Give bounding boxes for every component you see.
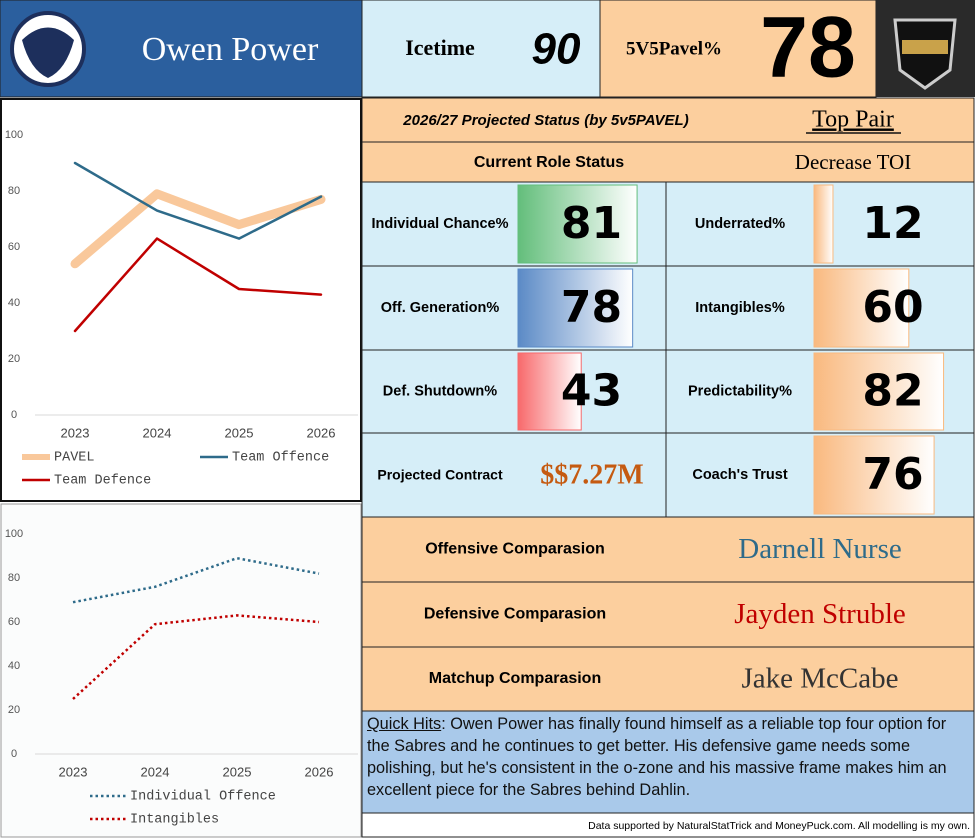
- y-tick-label: 20: [8, 704, 20, 716]
- contract-label: Projected Contract: [377, 467, 503, 483]
- metric-cell: [361, 432, 667, 518]
- y-tick-label: 0: [11, 409, 17, 421]
- metric-value: 78: [561, 282, 622, 333]
- projected-status: Top Pair: [812, 107, 894, 133]
- icetime-label: Icetime: [405, 35, 475, 60]
- team-logo-mark: [22, 27, 74, 78]
- metric-bar: [517, 352, 582, 431]
- role-row: [361, 141, 975, 183]
- projected-label: 2026/27 Projected Status (by 5v5PAVEL): [402, 112, 688, 129]
- x-tick-label: 2026: [305, 764, 334, 779]
- comparison-label: Defensive Comparasion: [424, 606, 606, 623]
- quick-hits-panel: [361, 710, 975, 814]
- y-tick-label: 40: [8, 660, 20, 672]
- metric-label: Def. Shutdown%: [383, 383, 497, 399]
- legend-label: Team Offence: [232, 451, 329, 466]
- y-tick-label: 60: [8, 241, 20, 253]
- y-tick-label: 100: [5, 528, 23, 540]
- metric-label: Underrated%: [695, 216, 785, 232]
- chart-panel: [0, 98, 362, 502]
- y-tick-label: 0: [11, 748, 17, 760]
- series-line: [73, 237, 323, 333]
- metric-label: Individual Chance%: [372, 216, 509, 232]
- legend-label: Individual Offence: [130, 790, 276, 805]
- metric-bar: [517, 184, 638, 264]
- comparison-player: Jake McCabe: [741, 663, 898, 695]
- series-line: [73, 161, 323, 240]
- icetime-value: 90: [532, 25, 581, 74]
- quick-hits-label: Quick Hits: [367, 715, 442, 733]
- metric-cell: [361, 349, 667, 434]
- metric-bar: [813, 268, 910, 348]
- comparison-row: [361, 646, 975, 712]
- role-label: Current Role Status: [474, 154, 624, 171]
- league-logo-band: [902, 40, 948, 54]
- chart-panel: [0, 503, 362, 838]
- metric-value: 12: [862, 198, 923, 249]
- metric-label: Coach's Trust: [692, 467, 787, 483]
- metric-bar: [813, 184, 834, 264]
- x-tick-label: 2024: [141, 764, 170, 779]
- comparison-label: Matchup Comparasion: [429, 670, 601, 687]
- projected-row: [361, 97, 975, 143]
- metric-value: 81: [561, 198, 622, 249]
- x-tick-label: 2024: [143, 425, 172, 440]
- pavel-label: 5V5Pavel%: [626, 38, 722, 59]
- y-tick-label: 80: [8, 185, 20, 197]
- x-tick-label: 2025: [225, 425, 254, 440]
- pavel-value: 78: [760, 0, 856, 96]
- quick-hits-text: : Owen Power has finally found himself a…: [367, 715, 947, 799]
- quick-hits: Quick Hits: Owen Power has finally found…: [367, 713, 970, 801]
- metric-value: 60: [862, 282, 923, 333]
- metric-label: Intangibles%: [695, 300, 785, 316]
- footer-panel: [361, 812, 975, 838]
- comparison-row: [361, 516, 975, 583]
- footer-note: Data supported by NaturalStatTrick and M…: [588, 820, 970, 832]
- icetime-cell: [361, 0, 601, 98]
- x-tick-label: 2023: [61, 425, 90, 440]
- metric-bar: [813, 352, 945, 431]
- role-status: Decrease TOI: [795, 150, 911, 174]
- pavel-cell: [599, 0, 877, 98]
- y-tick-label: 100: [5, 129, 23, 141]
- legend-label: Team Defence: [54, 474, 151, 489]
- y-tick-label: 40: [8, 297, 20, 309]
- comparison-player: Jayden Struble: [734, 598, 906, 630]
- metric-label: Predictability%: [688, 383, 792, 399]
- legend-label: Intangibles: [130, 813, 219, 828]
- comparison-player: Darnell Nurse: [738, 533, 901, 565]
- player-name: Owen Power: [142, 31, 319, 68]
- legend-label: PAVEL: [54, 451, 95, 466]
- x-tick-label: 2023: [59, 764, 88, 779]
- comparison-label: Offensive Comparasion: [425, 541, 605, 558]
- metric-label: Off. Generation%: [381, 300, 500, 316]
- contract-value: $$7.27M: [540, 459, 643, 490]
- x-tick-label: 2025: [223, 764, 252, 779]
- metric-value: 43: [561, 366, 622, 417]
- series-line: [72, 556, 320, 604]
- series-line: [72, 614, 320, 700]
- y-tick-label: 80: [8, 572, 20, 584]
- y-tick-label: 60: [8, 616, 20, 628]
- metric-bar: [813, 435, 935, 515]
- metric-bar: [517, 268, 634, 348]
- y-tick-label: 20: [8, 353, 20, 365]
- series-line: [70, 189, 326, 269]
- metric-value: 82: [862, 366, 923, 417]
- metric-value: 76: [862, 449, 923, 500]
- x-tick-label: 2026: [307, 425, 336, 440]
